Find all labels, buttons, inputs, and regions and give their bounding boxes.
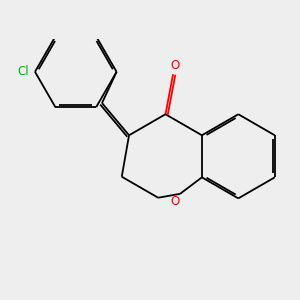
Text: Cl: Cl (17, 65, 29, 78)
Text: O: O (170, 195, 180, 208)
Text: O: O (170, 58, 180, 71)
